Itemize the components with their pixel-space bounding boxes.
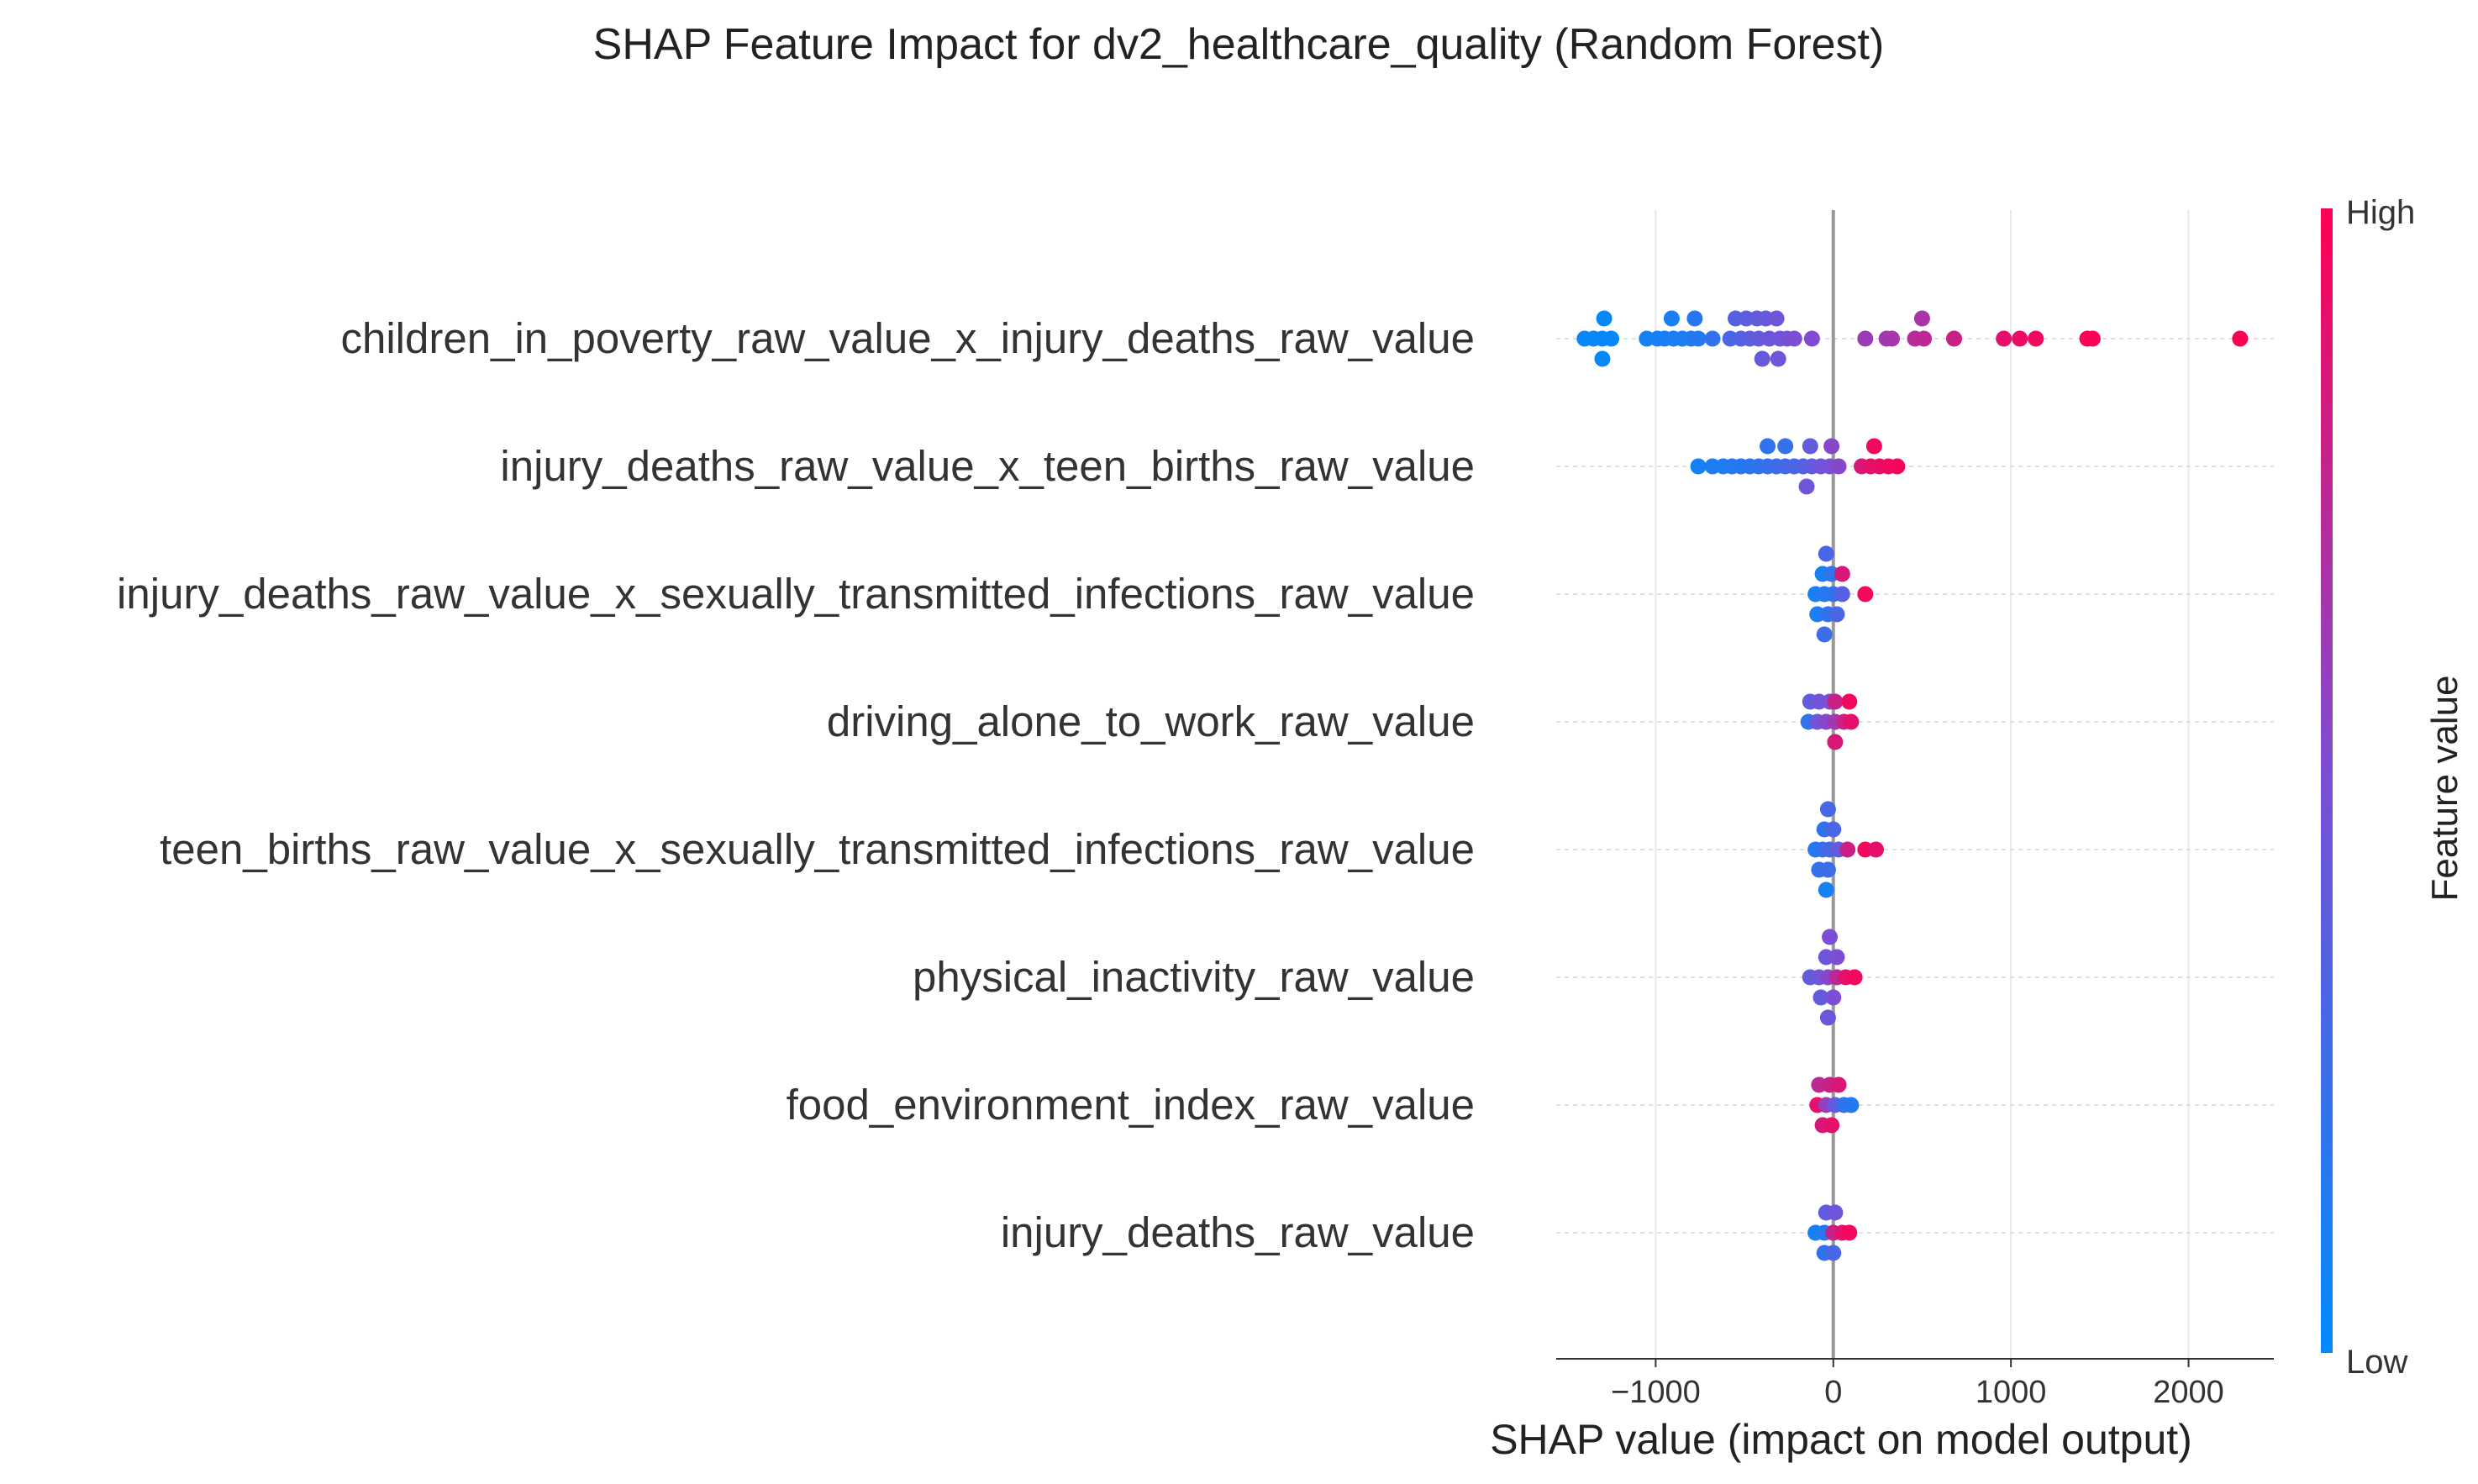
feature-label: injury_deaths_raw_value_x_sexually_trans… — [117, 570, 1475, 618]
shap-point — [1865, 438, 1882, 455]
x-tick-label: 1000 — [1976, 1375, 2047, 1410]
shap-point — [1843, 713, 1860, 730]
feature-label: driving_alone_to_work_raw_value — [827, 697, 1475, 745]
feature-label: injury_deaths_raw_value — [1001, 1208, 1475, 1256]
shap-point — [1996, 330, 2012, 347]
feature-label: physical_inactivity_raw_value — [913, 953, 1475, 1001]
shap-point — [1857, 586, 1874, 603]
shap-point — [1822, 929, 1839, 945]
shap-point — [1770, 350, 1786, 367]
shap-point — [2012, 330, 2028, 347]
x-tick-label: −1000 — [1611, 1375, 1701, 1410]
shap-point — [1830, 1076, 1847, 1093]
shap-point — [1768, 310, 1785, 327]
shap-point — [1690, 330, 1707, 347]
shap-point — [1889, 458, 1906, 475]
shap-point — [1818, 545, 1834, 562]
colorbar-low-label: Low — [2346, 1344, 2407, 1381]
shap-point — [1594, 350, 1611, 367]
shap-point — [1828, 949, 1845, 966]
shap-point — [1603, 330, 1620, 347]
shap-point — [1843, 1097, 1860, 1113]
shap-point — [2084, 330, 2101, 347]
shap-point — [1825, 1245, 1842, 1261]
shap-point — [1827, 1204, 1844, 1221]
shap-point — [2028, 330, 2044, 347]
chart-title: SHAP Feature Impact for dv2_healthcare_q… — [593, 20, 1885, 69]
shap-point — [1834, 566, 1850, 582]
x-axis-label: SHAP value (impact on model output) — [1490, 1416, 2192, 1463]
shap-point — [1786, 330, 1802, 347]
shap-point — [1656, 330, 1673, 347]
shap-point — [1823, 1117, 1840, 1134]
shap-point — [1819, 861, 1836, 878]
feature-label: teen_births_raw_value_x_sexually_transmi… — [160, 825, 1475, 873]
x-tick-label: 0 — [1824, 1375, 1842, 1410]
shap-point — [2232, 330, 2249, 347]
shap-point — [1819, 801, 1836, 818]
feature-label: injury_deaths_raw_value_x_teen_births_ra… — [500, 442, 1475, 490]
shap-point — [1846, 969, 1863, 986]
shap-point — [1803, 330, 1820, 347]
shap-point — [1760, 438, 1776, 455]
shap-point — [1818, 881, 1834, 898]
shap-point — [1841, 1224, 1858, 1241]
shap-point — [1823, 438, 1840, 455]
points-layer — [1576, 310, 2249, 1261]
colorbar-title: Feature value — [2424, 675, 2465, 901]
shap-point — [1777, 438, 1794, 455]
shap-point — [1857, 330, 1874, 347]
shap-point — [1828, 606, 1845, 623]
shap-point — [1913, 310, 1930, 327]
feature-labels: children_in_poverty_raw_value_x_injury_d… — [117, 314, 1475, 1256]
shap-point — [1867, 841, 1884, 858]
shap-point — [1825, 821, 1842, 838]
shap-point — [1816, 626, 1833, 643]
shap-point — [1663, 310, 1680, 327]
feature-label: food_environment_index_raw_value — [787, 1081, 1475, 1129]
shap-point — [1686, 310, 1703, 327]
shap-point — [1704, 330, 1721, 347]
shap-point — [1827, 734, 1844, 750]
shap-point — [1819, 1009, 1836, 1026]
shap-point — [1825, 989, 1842, 1006]
shap-point — [1802, 438, 1818, 455]
shap-point — [1585, 330, 1602, 347]
shap-point — [1827, 693, 1844, 710]
shap-point — [1830, 458, 1847, 475]
shap-point — [1798, 478, 1815, 495]
shap-point — [1812, 989, 1829, 1006]
shap-point — [1834, 586, 1850, 603]
colorbar: High Low Feature value — [2321, 194, 2465, 1381]
shap-point — [1841, 693, 1858, 710]
shap-point — [1884, 330, 1901, 347]
shap-point — [1839, 841, 1856, 858]
grid-layer — [1556, 210, 2274, 1359]
colorbar-gradient — [2321, 208, 2333, 1353]
shap-point — [1916, 330, 1933, 347]
colorbar-high-label: High — [2346, 194, 2415, 231]
shap-point — [1946, 330, 1963, 347]
x-tick-label: 2000 — [2153, 1375, 2224, 1410]
shap-point — [1690, 458, 1707, 475]
x-axis: −1000 0 1000 2000 — [1556, 1358, 2274, 1410]
feature-label: children_in_poverty_raw_value_x_injury_d… — [340, 314, 1475, 362]
shap-point — [1754, 350, 1770, 367]
shap-point — [1596, 310, 1613, 327]
